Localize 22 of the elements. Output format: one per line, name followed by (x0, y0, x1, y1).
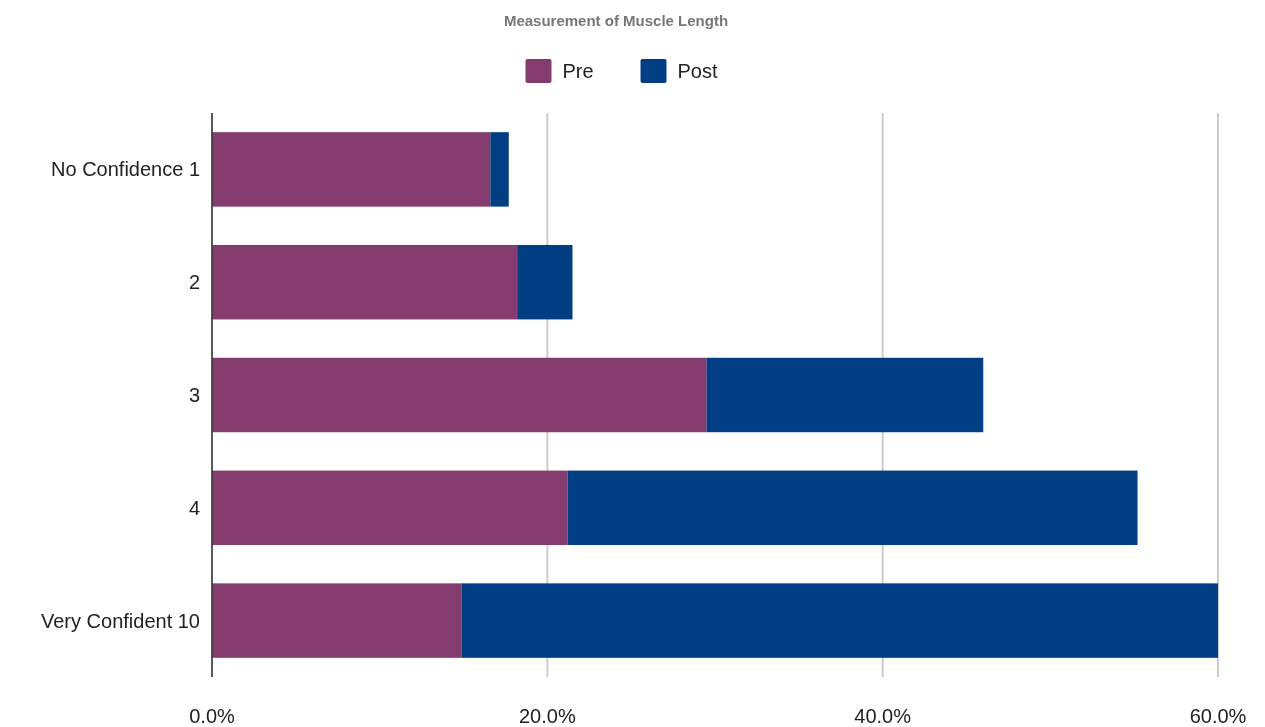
legend-label: Post (677, 60, 718, 82)
legend-label: Pre (562, 60, 594, 82)
bar (212, 357, 707, 433)
x-tick-label: 20.0% (518, 705, 576, 727)
bar (212, 132, 491, 207)
y-tick-label: 4 (188, 496, 200, 519)
y-tick-label: 3 (188, 384, 200, 406)
x-tick-label: 60.0% (1189, 705, 1247, 727)
bar (706, 357, 984, 433)
bar (517, 244, 573, 320)
y-tick-label: 2 (188, 271, 200, 294)
bar (212, 583, 462, 658)
x-tick-label: 0.0% (189, 705, 236, 727)
y-tick-label: Very Confident 10 (41, 609, 200, 632)
bar (212, 244, 518, 320)
bar (461, 583, 1218, 658)
bar (490, 132, 509, 207)
y-tick-label: No Confidence 1 (51, 158, 200, 181)
chart-title: Measurement of Muscle Length (503, 12, 729, 29)
bar (567, 470, 1138, 546)
x-tick-label: 40.0% (854, 705, 912, 727)
bar (212, 470, 568, 546)
